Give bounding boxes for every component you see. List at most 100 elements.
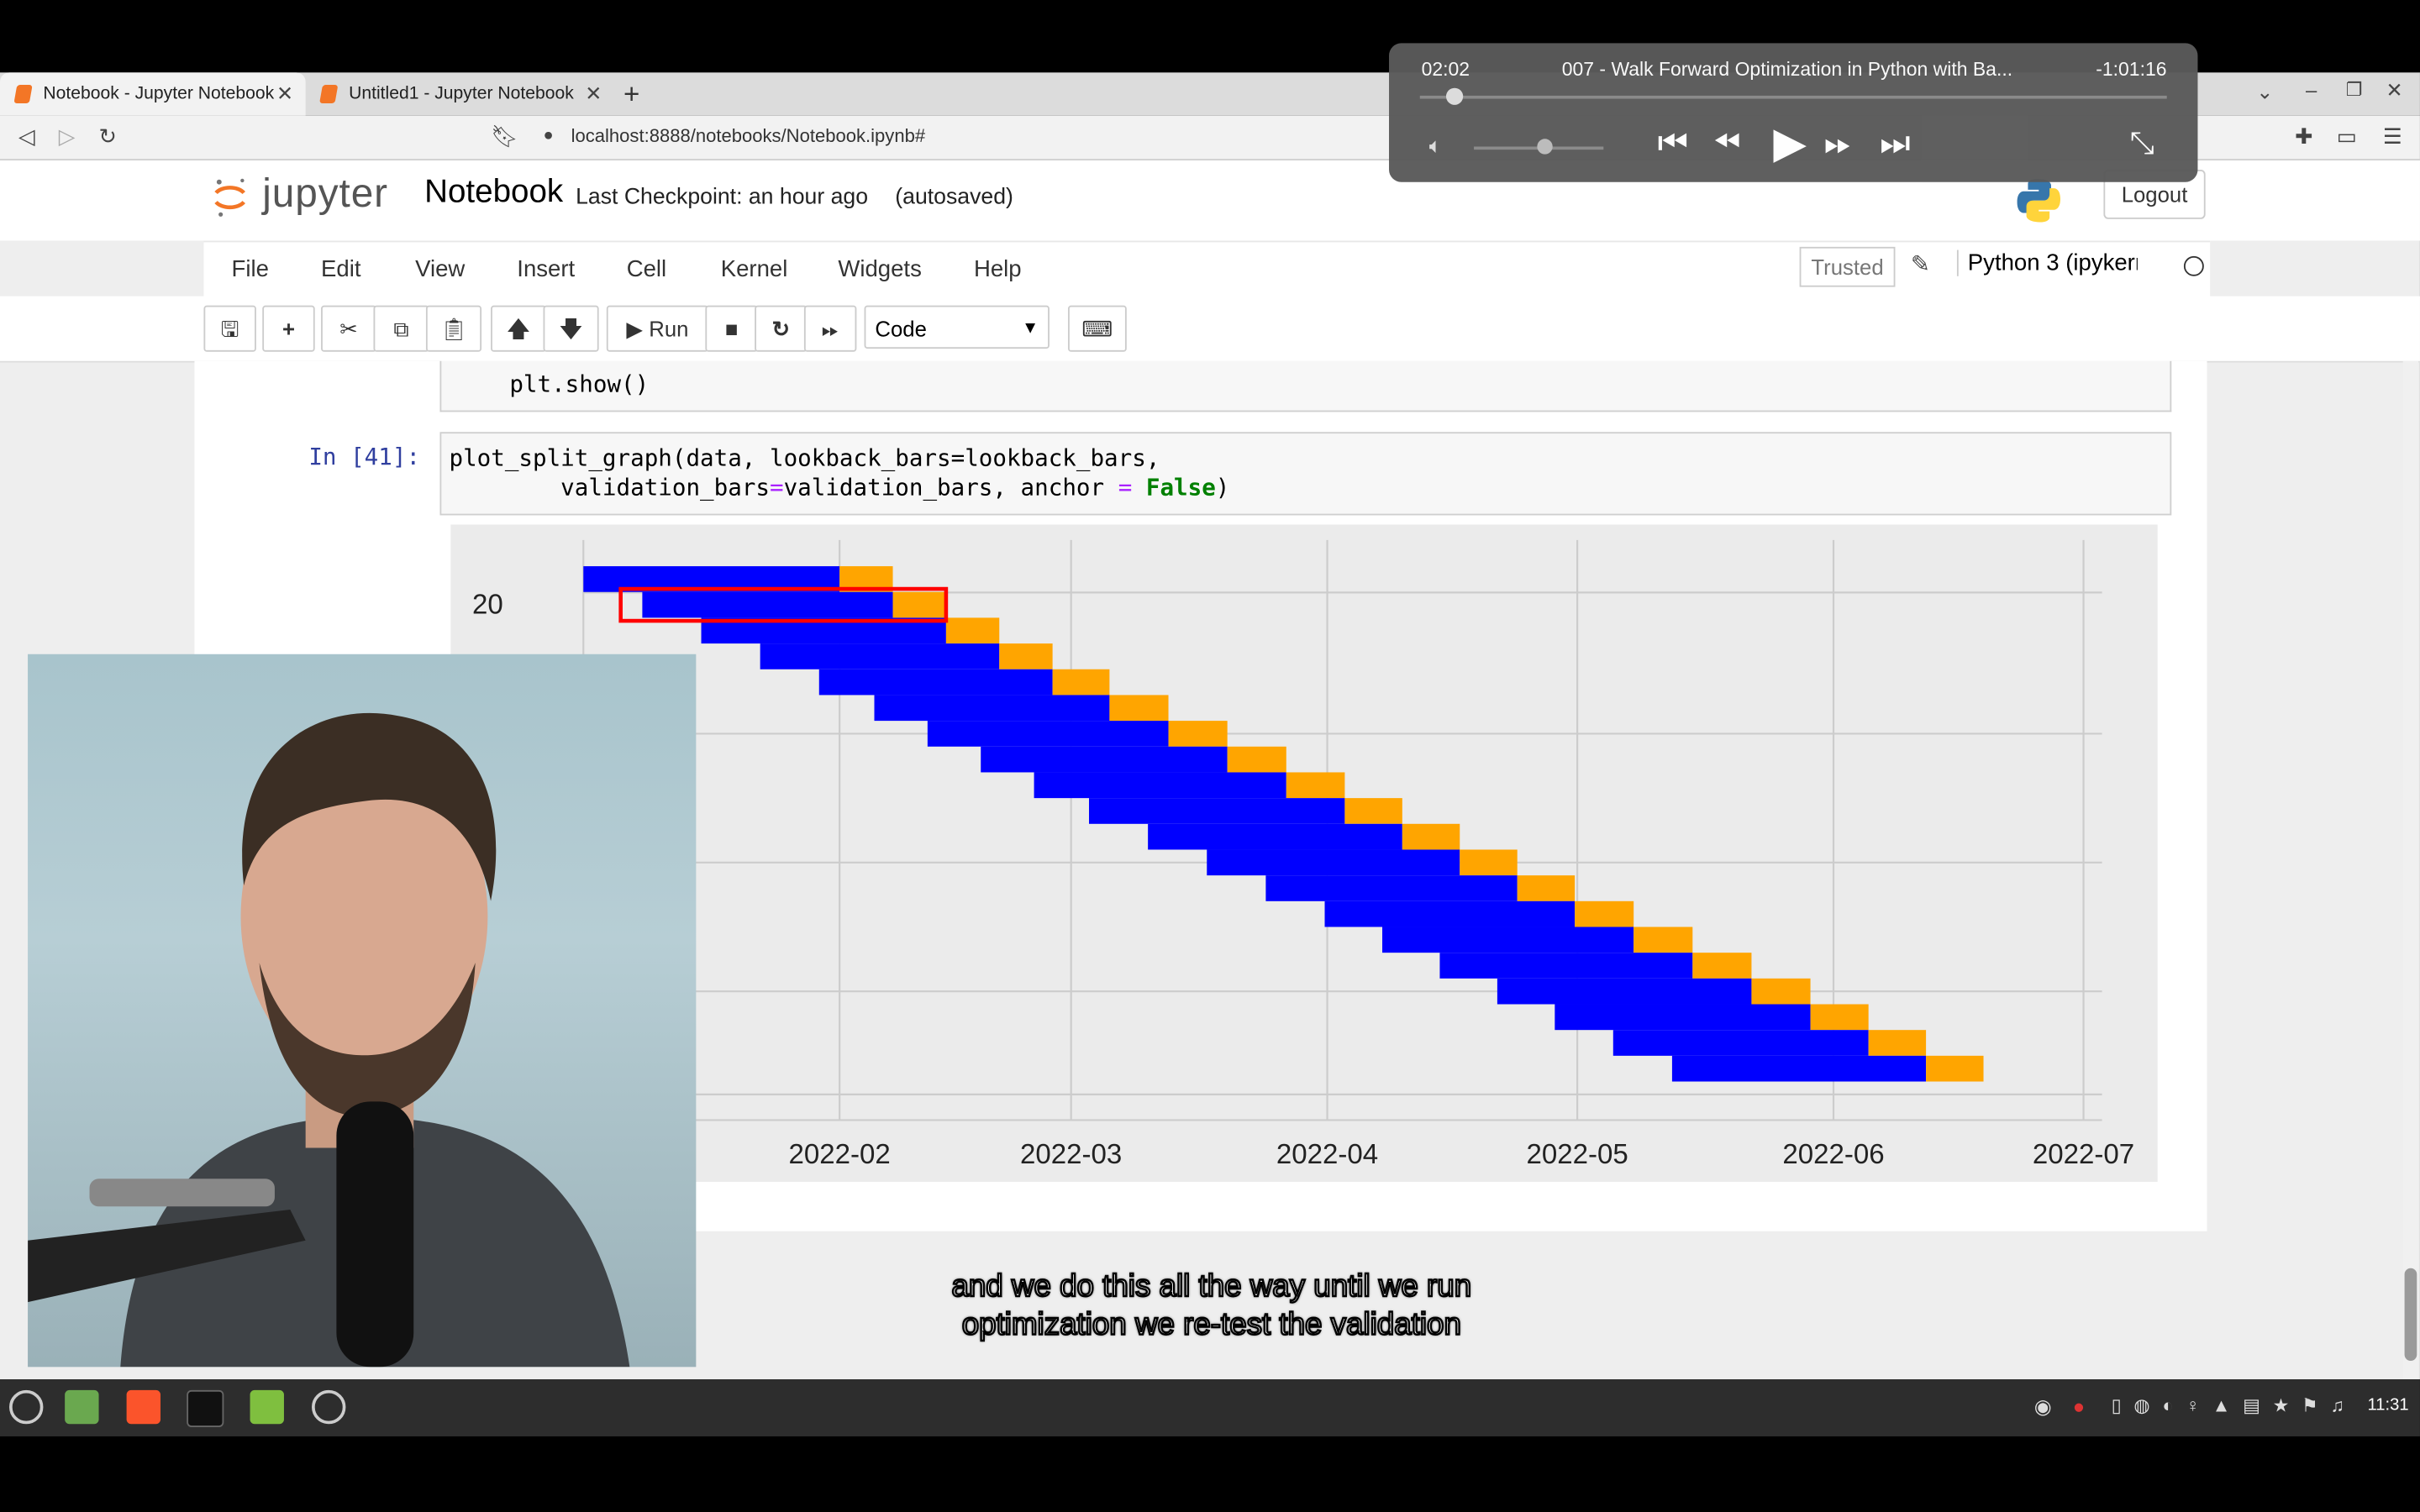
- highlight-box: [618, 586, 949, 623]
- wallet-icon[interactable]: ▭: [2336, 123, 2358, 149]
- save-icon[interactable]: 🖫︎: [203, 305, 256, 352]
- url-field[interactable]: localhost:8888/notebooks/Notebook.ipynb#: [571, 124, 926, 147]
- fast-forward-icon[interactable]: ⏩︎: [803, 305, 857, 352]
- paste-icon[interactable]: 📋︎: [425, 305, 482, 352]
- webcam-overlay: [28, 654, 697, 1368]
- validation-bar: [999, 643, 1053, 669]
- notebook-toolbar: 🖫︎ + ✂ ⧉ 📋︎ 🡅 🡇 ▶ Run ■ ↻ ⏩︎ Code ▼ ⌨: [0, 296, 2420, 363]
- menu-insert[interactable]: Insert: [517, 255, 576, 283]
- validation-bar: [1810, 1004, 1869, 1031]
- play-icon[interactable]: ▶: [1773, 118, 1807, 167]
- menu-help[interactable]: Help: [973, 255, 1022, 283]
- tab-untitled1[interactable]: Untitled1 - Jupyter Notebook ✕: [306, 72, 614, 115]
- move-down-icon[interactable]: 🡇: [543, 305, 599, 352]
- minimize-icon[interactable]: –: [2306, 78, 2317, 102]
- validation-bar: [1109, 695, 1169, 722]
- menu-edit[interactable]: Edit: [321, 255, 361, 283]
- move-up-icon[interactable]: 🡅: [491, 305, 547, 352]
- code-cell-input[interactable]: plot_split_graph(data, lookback_bars=loo…: [439, 432, 2172, 516]
- menu-cell[interactable]: Cell: [626, 255, 667, 283]
- terminal-icon[interactable]: [187, 1389, 224, 1427]
- close-icon[interactable]: ✕: [585, 81, 602, 105]
- trusted-badge[interactable]: Trusted: [1799, 246, 1896, 287]
- volume-icon[interactable]: 🔈︎: [1428, 132, 1443, 158]
- kernel-name[interactable]: Python 3 (ipykerr: [1956, 249, 2138, 276]
- notebook-title[interactable]: Notebook: [424, 174, 564, 210]
- page-scrollbar[interactable]: [2402, 360, 2419, 1380]
- menu-widgets[interactable]: Widgets: [838, 255, 922, 283]
- extensions-icon[interactable]: ✚: [2295, 123, 2313, 149]
- run-label: Run: [649, 316, 689, 341]
- menu-kernel[interactable]: Kernel: [720, 255, 788, 283]
- restart-icon[interactable]: ↻: [755, 305, 808, 352]
- new-tab-plus-icon[interactable]: +: [623, 78, 640, 110]
- lookback-bar: [1265, 875, 1518, 901]
- tab-list-chevron-icon[interactable]: ⌄: [2256, 80, 2274, 104]
- scrollbar-thumb[interactable]: [2404, 1268, 2417, 1361]
- restore-icon[interactable]: ❐: [2345, 78, 2363, 101]
- skip-forward-icon[interactable]: ⏭︎: [1880, 123, 1911, 162]
- volume-handle[interactable]: [1537, 139, 1553, 155]
- lookback-bar: [1612, 1030, 1869, 1056]
- site-info-icon[interactable]: ●: [543, 126, 554, 145]
- tray-icons[interactable]: ▯◍◐♀▲▤★⚑♫: [2111, 1394, 2357, 1417]
- bookmark-icon[interactable]: 🔖︎: [491, 123, 518, 149]
- rewind-icon[interactable]: ⏪︎: [1712, 123, 1741, 162]
- x-tick-label: 2022-07: [2033, 1139, 2134, 1170]
- lookback-bar: [1497, 978, 1752, 1005]
- lookback-bar: [1324, 900, 1576, 927]
- lookback-bar: [1439, 953, 1693, 979]
- lookback-bar: [642, 591, 893, 618]
- back-icon[interactable]: ◁: [18, 123, 35, 149]
- exit-mini-player-icon[interactable]: ⤡: [2129, 126, 2155, 161]
- tab-label: Notebook - Jupyter Notebook: [43, 85, 275, 104]
- previous-code-cell[interactable]: plt.show(): [439, 360, 2172, 412]
- python-logo-icon: [2017, 179, 2060, 223]
- os-taskbar: ◉ ● ▯◍◐♀▲▤★⚑♫ 11:31: [0, 1379, 2420, 1436]
- stop-icon[interactable]: ■: [705, 305, 758, 352]
- keyboard-icon[interactable]: ⌨: [1067, 305, 1127, 352]
- lookback-bar: [1034, 772, 1286, 799]
- forward-icon[interactable]: ▷: [58, 123, 76, 149]
- seek-handle[interactable]: [1445, 87, 1464, 105]
- video-subtitles: and we do this all the way until we run …: [741, 1268, 1682, 1346]
- code-line-2: validation_bars=validation_bars, anchor …: [449, 473, 1230, 501]
- jupyter-favicon-icon: [319, 85, 339, 104]
- validation-bar: [1344, 798, 1402, 824]
- validation-bar: [1286, 772, 1345, 799]
- code-line-1: plot_split_graph(data, lookback_bars=loo…: [449, 444, 1160, 473]
- lookback-bar: [1382, 927, 1634, 953]
- validation-bar: [1227, 746, 1286, 773]
- reload-icon[interactable]: ↻: [98, 123, 118, 149]
- obs-tray-icon[interactable]: ●: [2072, 1394, 2086, 1418]
- close-icon[interactable]: ✕: [276, 81, 293, 105]
- menu-view[interactable]: View: [415, 255, 466, 283]
- obs-icon[interactable]: [312, 1389, 346, 1425]
- cut-icon[interactable]: ✂: [321, 305, 377, 352]
- lookback-bar: [927, 721, 1169, 747]
- browser-menu-icon[interactable]: ☰: [2382, 123, 2402, 149]
- tab-notebook[interactable]: Notebook - Jupyter Notebook ✕: [0, 72, 306, 116]
- run-button[interactable]: ▶ Run: [606, 305, 709, 352]
- fast-forward-icon[interactable]: ⏩︎: [1823, 123, 1852, 162]
- cell-type-select[interactable]: Code ▼: [864, 305, 1050, 349]
- start-menu-icon[interactable]: [9, 1389, 44, 1425]
- discord-icon[interactable]: ◉: [2033, 1394, 2052, 1418]
- brave-browser-icon[interactable]: [126, 1389, 161, 1425]
- folder-icon[interactable]: [250, 1389, 284, 1425]
- insert-cell-plus-icon[interactable]: +: [262, 305, 315, 352]
- skip-back-icon[interactable]: ⏮︎: [1657, 123, 1689, 162]
- file-manager-icon[interactable]: [65, 1389, 99, 1425]
- lookback-bar: [1671, 1055, 1927, 1082]
- window-close-icon[interactable]: ✕: [2386, 78, 2403, 102]
- seek-bar[interactable]: [1419, 95, 2167, 99]
- subtitle-line-2: optimization we re-test the validation: [961, 1307, 1463, 1343]
- pencil-icon[interactable]: ✎: [1910, 251, 1930, 278]
- jupyter-logo-icon[interactable]: [213, 176, 246, 218]
- validation-bar: [1926, 1055, 1984, 1082]
- validation-bar: [1575, 900, 1634, 927]
- copy-icon[interactable]: ⧉: [373, 305, 429, 352]
- menu-file[interactable]: File: [231, 255, 269, 283]
- play-icon: ▶: [626, 316, 644, 341]
